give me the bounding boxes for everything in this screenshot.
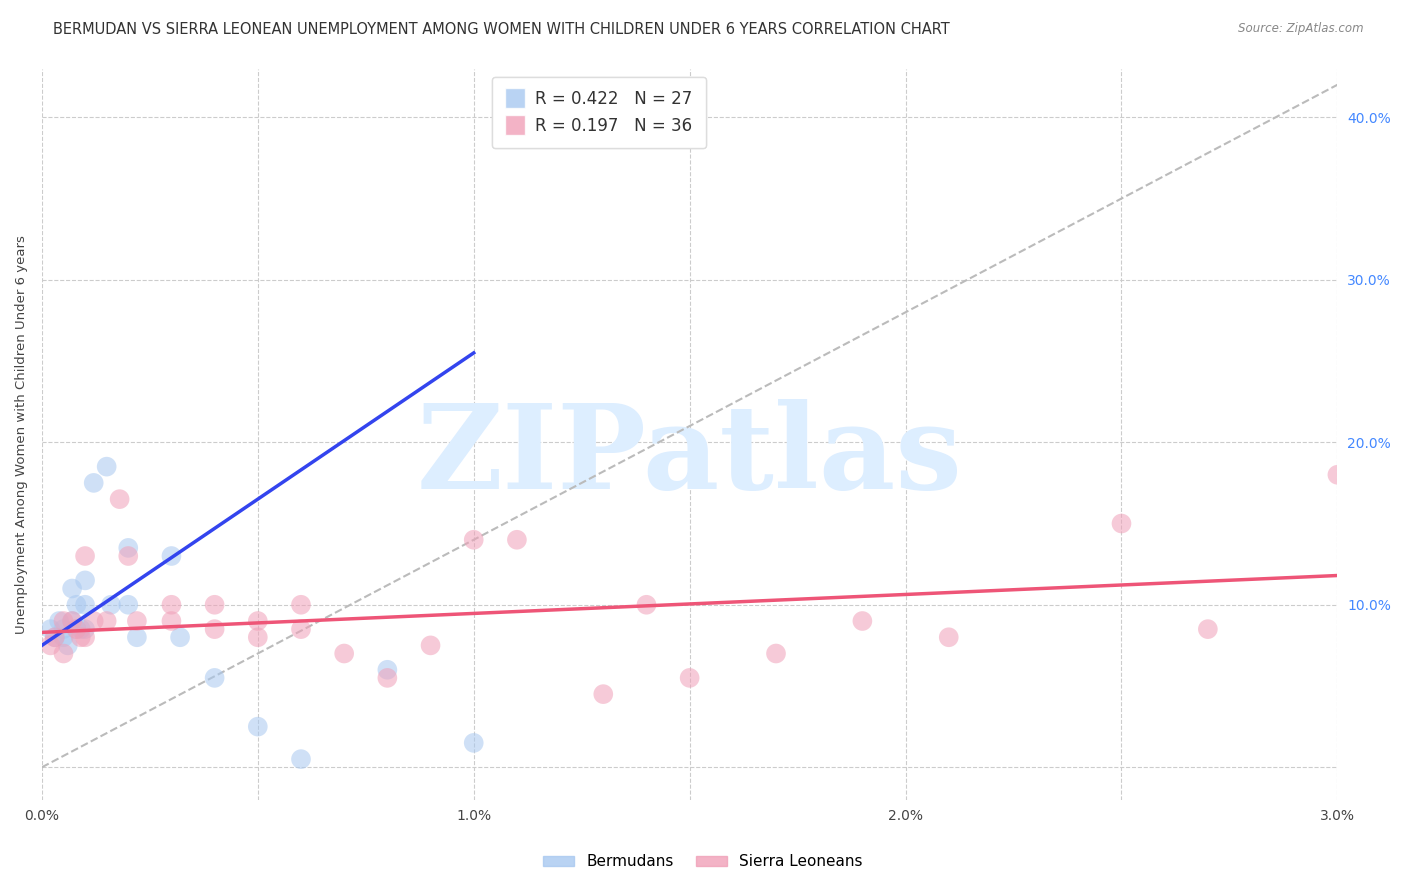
Point bbox=[44, 630, 66, 644]
Point bbox=[851, 614, 873, 628]
Point bbox=[83, 475, 105, 490]
Point bbox=[69, 622, 91, 636]
Point bbox=[56, 639, 79, 653]
Point bbox=[160, 598, 183, 612]
Point bbox=[377, 663, 399, 677]
Point bbox=[1197, 622, 1219, 636]
Point bbox=[52, 630, 75, 644]
Point bbox=[419, 639, 441, 653]
Point bbox=[160, 549, 183, 563]
Point bbox=[60, 614, 83, 628]
Point bbox=[96, 459, 118, 474]
Point bbox=[246, 720, 269, 734]
Point bbox=[765, 647, 787, 661]
Point bbox=[39, 622, 62, 636]
Point bbox=[117, 541, 139, 555]
Point bbox=[44, 630, 66, 644]
Point bbox=[75, 598, 97, 612]
Point bbox=[463, 736, 485, 750]
Point bbox=[52, 647, 75, 661]
Point bbox=[83, 614, 105, 628]
Point bbox=[65, 598, 87, 612]
Point bbox=[75, 549, 97, 563]
Point bbox=[96, 614, 118, 628]
Text: ZIPatlas: ZIPatlas bbox=[416, 399, 963, 514]
Legend: Bermudans, Sierra Leoneans: Bermudans, Sierra Leoneans bbox=[537, 848, 869, 875]
Point bbox=[75, 574, 97, 588]
Point bbox=[290, 622, 312, 636]
Point bbox=[117, 598, 139, 612]
Point bbox=[938, 630, 960, 644]
Point bbox=[377, 671, 399, 685]
Point bbox=[65, 622, 87, 636]
Point bbox=[506, 533, 529, 547]
Point bbox=[60, 614, 83, 628]
Text: BERMUDAN VS SIERRA LEONEAN UNEMPLOYMENT AMONG WOMEN WITH CHILDREN UNDER 6 YEARS : BERMUDAN VS SIERRA LEONEAN UNEMPLOYMENT … bbox=[53, 22, 950, 37]
Point bbox=[290, 598, 312, 612]
Point bbox=[463, 533, 485, 547]
Point bbox=[204, 671, 226, 685]
Point bbox=[100, 598, 122, 612]
Legend: R = 0.422   N = 27, R = 0.197   N = 36: R = 0.422 N = 27, R = 0.197 N = 36 bbox=[492, 77, 706, 148]
Point bbox=[160, 614, 183, 628]
Text: Source: ZipAtlas.com: Source: ZipAtlas.com bbox=[1239, 22, 1364, 36]
Point bbox=[1326, 467, 1348, 482]
Point bbox=[65, 622, 87, 636]
Point bbox=[69, 630, 91, 644]
Point bbox=[636, 598, 658, 612]
Point bbox=[333, 647, 356, 661]
Point bbox=[75, 630, 97, 644]
Point bbox=[246, 614, 269, 628]
Point bbox=[204, 598, 226, 612]
Point bbox=[108, 492, 131, 507]
Point bbox=[169, 630, 191, 644]
Point bbox=[679, 671, 702, 685]
Point bbox=[592, 687, 614, 701]
Point bbox=[204, 622, 226, 636]
Point bbox=[39, 639, 62, 653]
Point bbox=[117, 549, 139, 563]
Point bbox=[290, 752, 312, 766]
Point bbox=[125, 630, 148, 644]
Point bbox=[52, 614, 75, 628]
Point bbox=[125, 614, 148, 628]
Point bbox=[48, 614, 70, 628]
Point bbox=[75, 622, 97, 636]
Point bbox=[246, 630, 269, 644]
Y-axis label: Unemployment Among Women with Children Under 6 years: Unemployment Among Women with Children U… bbox=[15, 235, 28, 633]
Point bbox=[52, 622, 75, 636]
Point bbox=[60, 582, 83, 596]
Point bbox=[1111, 516, 1133, 531]
